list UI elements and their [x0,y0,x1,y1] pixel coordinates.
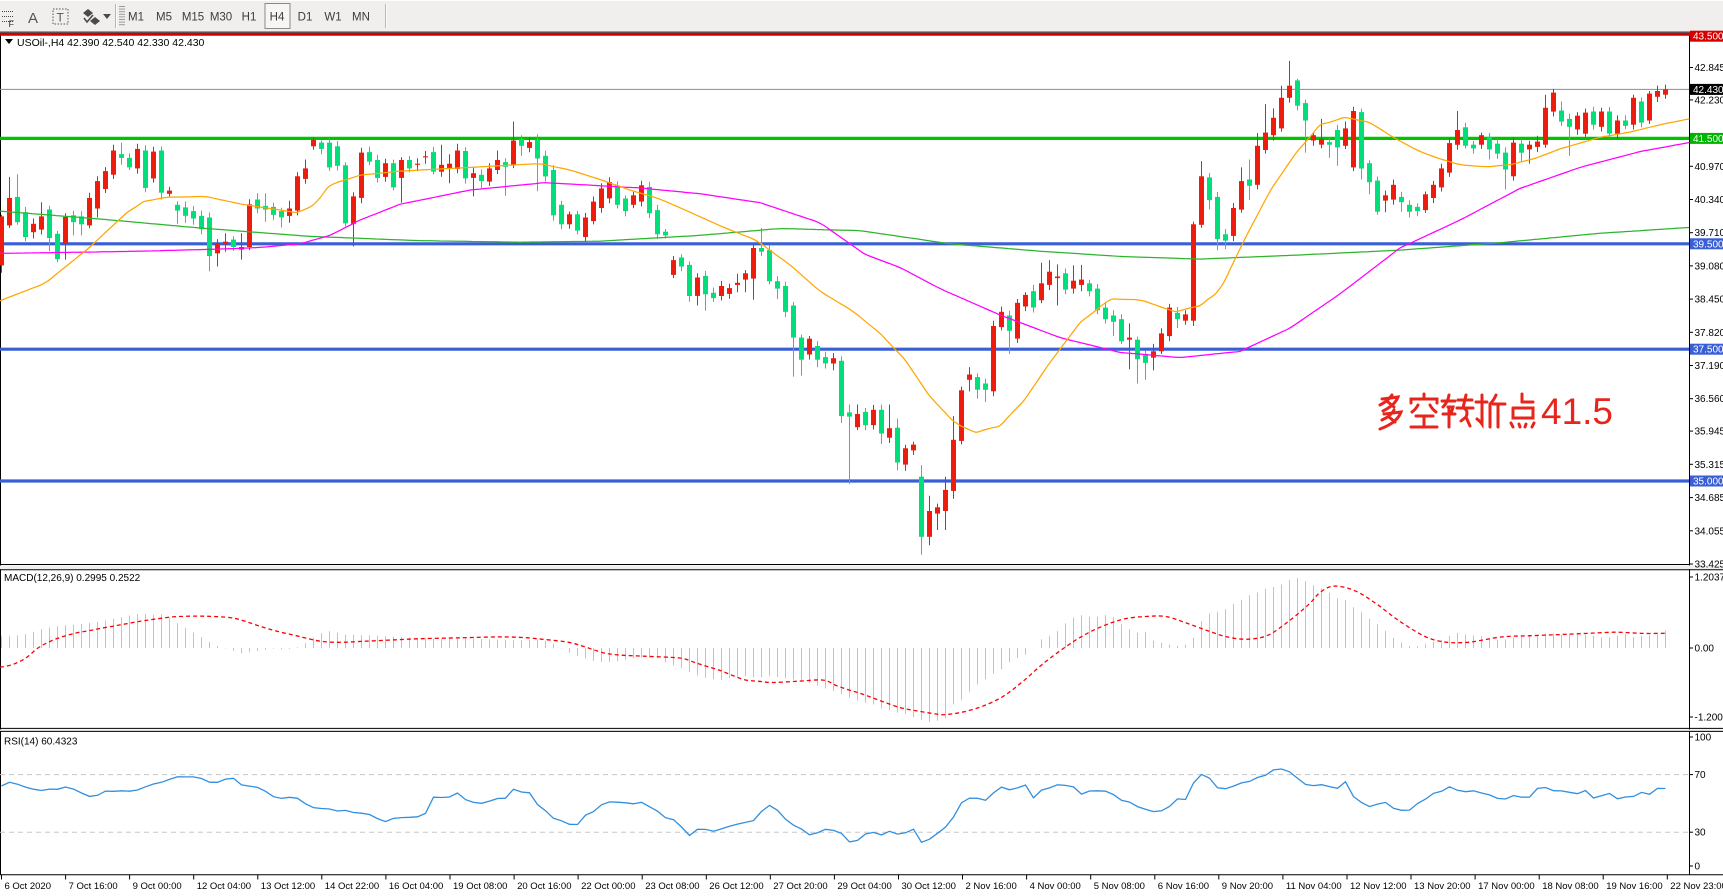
svg-text:19 Oct 08:00: 19 Oct 08:00 [453,881,507,892]
svg-text:A: A [28,10,38,27]
svg-text:22 Nov 23:00: 22 Nov 23:00 [1670,881,1723,892]
svg-text:-1.2008: -1.2008 [1695,713,1723,724]
svg-text:9 Nov 20:00: 9 Nov 20:00 [1222,881,1273,892]
svg-text:41.5: 41.5 [1541,391,1613,432]
svg-text:H1: H1 [242,12,257,24]
svg-text:4 Nov 00:00: 4 Nov 00:00 [1030,881,1081,892]
svg-text:30: 30 [1695,828,1707,839]
svg-text:40.340: 40.340 [1695,195,1723,206]
svg-text:H4: H4 [270,12,285,24]
svg-text:M30: M30 [210,12,232,24]
svg-text:29 Oct 04:00: 29 Oct 04:00 [837,881,891,892]
svg-text:M5: M5 [156,12,172,24]
svg-text:5 Nov 08:00: 5 Nov 08:00 [1094,881,1145,892]
svg-text:17 Nov 00:00: 17 Nov 00:00 [1478,881,1535,892]
svg-text:W1: W1 [324,12,341,24]
svg-text:12 Oct 04:00: 12 Oct 04:00 [197,881,251,892]
svg-text:22 Oct 00:00: 22 Oct 00:00 [581,881,635,892]
svg-text:43.500: 43.500 [1693,32,1723,43]
svg-text:16 Oct 04:00: 16 Oct 04:00 [389,881,443,892]
svg-text:F: F [9,19,15,29]
svg-text:23 Oct 08:00: 23 Oct 08:00 [645,881,699,892]
svg-text:9 Oct 00:00: 9 Oct 00:00 [133,881,182,892]
svg-text:20 Oct 16:00: 20 Oct 16:00 [517,881,571,892]
svg-text:MACD(12,26,9) 0.2995 0.2522: MACD(12,26,9) 0.2995 0.2522 [4,573,141,584]
svg-text:M15: M15 [182,12,204,24]
svg-text:6 Nov 16:00: 6 Nov 16:00 [1158,881,1209,892]
svg-text:100: 100 [1695,733,1712,744]
svg-text:0.00: 0.00 [1695,644,1715,655]
svg-text:38.450: 38.450 [1695,295,1723,306]
svg-text:7 Oct 16:00: 7 Oct 16:00 [69,881,118,892]
svg-text:40.970: 40.970 [1695,162,1723,173]
svg-text:41.500: 41.500 [1693,134,1723,145]
svg-text:42.430: 42.430 [1693,85,1723,96]
svg-text:M1: M1 [128,12,144,24]
svg-text:19 Nov 16:00: 19 Nov 16:00 [1606,881,1663,892]
svg-text:30 Oct 12:00: 30 Oct 12:00 [902,881,956,892]
svg-text:39.500: 39.500 [1693,239,1723,250]
svg-text:34.685: 34.685 [1695,493,1723,504]
svg-text:33.425: 33.425 [1695,560,1723,571]
svg-text:26 Oct 12:00: 26 Oct 12:00 [709,881,763,892]
svg-text:37.500: 37.500 [1693,345,1723,356]
svg-text:27 Oct 20:00: 27 Oct 20:00 [773,881,827,892]
svg-text:37.820: 37.820 [1695,328,1723,339]
svg-text:34.055: 34.055 [1695,526,1723,537]
svg-text:0: 0 [1695,862,1701,873]
svg-text:T: T [57,11,65,25]
svg-text:35.315: 35.315 [1695,460,1723,471]
svg-text:35.000: 35.000 [1693,477,1723,488]
svg-text:USOil-,H4 42.390 42.540 42.33: USOil-,H4 42.390 42.540 42.330 42.430 [17,37,205,49]
svg-text:1.2037: 1.2037 [1695,573,1723,584]
svg-text:37.190: 37.190 [1695,361,1723,372]
svg-text:2 Nov 16:00: 2 Nov 16:00 [966,881,1017,892]
svg-text:13 Oct 12:00: 13 Oct 12:00 [261,881,315,892]
svg-text:42.230: 42.230 [1695,95,1723,106]
svg-text:11 Nov 04:00: 11 Nov 04:00 [1286,881,1342,892]
svg-text:42.845: 42.845 [1695,63,1723,74]
svg-text:35.945: 35.945 [1695,427,1723,438]
svg-text:MN: MN [352,12,370,24]
svg-text:RSI(14) 60.4323: RSI(14) 60.4323 [4,737,78,748]
svg-text:D1: D1 [298,12,313,24]
svg-text:39.710: 39.710 [1695,228,1723,239]
svg-text:36.560: 36.560 [1695,394,1723,405]
svg-text:12 Nov 12:00: 12 Nov 12:00 [1350,881,1407,892]
svg-text:14 Oct 22:00: 14 Oct 22:00 [325,881,379,892]
svg-text:18 Nov 08:00: 18 Nov 08:00 [1542,881,1599,892]
svg-text:6 Oct 2020: 6 Oct 2020 [5,881,51,892]
svg-text:13 Nov 20:00: 13 Nov 20:00 [1414,881,1471,892]
svg-text:39.080: 39.080 [1695,261,1723,272]
svg-text:70: 70 [1695,770,1707,781]
